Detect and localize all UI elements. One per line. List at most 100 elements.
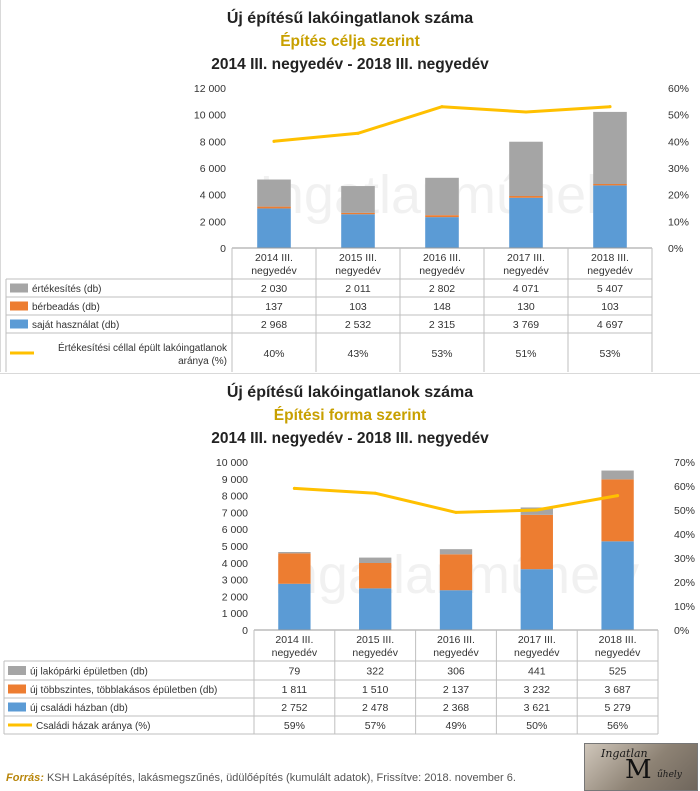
legend-label: értékesítés (db): [32, 284, 101, 295]
y2-tick-label: 50%: [674, 505, 695, 517]
y2-tick-label: 50%: [668, 110, 689, 122]
bar-segment-2: [341, 186, 375, 213]
y-tick-label: 8 000: [222, 491, 248, 503]
category-label: negyedév: [587, 265, 633, 277]
y2-tick-label: 70%: [674, 457, 695, 469]
y2-tick-label: 10%: [674, 601, 695, 613]
ratio-point: [608, 105, 612, 109]
category-label: 2018 III.: [591, 252, 629, 264]
y-tick-label: 10 000: [216, 457, 248, 469]
y2-tick-label: 40%: [668, 136, 689, 148]
chart-period: 2014 III. negyedév - 2018 III. negyedév: [211, 56, 489, 73]
legend-label: saját használat (db): [32, 320, 119, 331]
category-label: negyedév: [272, 647, 318, 659]
legend-label: új többszintes, többlakásos épületben (d…: [30, 685, 217, 696]
y2-tick-label: 60%: [668, 83, 689, 95]
category-label: negyedév: [514, 647, 560, 659]
category-label: negyedév: [595, 647, 641, 659]
data-value: 3 769: [513, 319, 539, 331]
y-tick-label: 0: [242, 625, 248, 637]
y2-tick-label: 40%: [674, 529, 695, 541]
data-value: 57%: [365, 720, 386, 732]
chart-period: 2014 III. negyedév - 2018 III. negyedév: [211, 430, 489, 447]
ratio-point: [373, 491, 377, 495]
data-value: 441: [528, 665, 546, 677]
bar-segment-0: [439, 590, 473, 630]
y-tick-label: 4 000: [200, 190, 226, 202]
y-tick-label: 8 000: [200, 136, 226, 148]
data-value: 2 478: [362, 702, 388, 714]
y-tick-label: 10 000: [194, 110, 226, 122]
bar-segment-2: [257, 179, 291, 207]
data-value: 43%: [347, 348, 368, 360]
y-tick-label: 5 000: [222, 541, 248, 553]
ratio-point: [535, 508, 539, 512]
data-value: 5 279: [604, 702, 630, 714]
legend-key: [10, 283, 28, 293]
category-label: 2016 III.: [423, 252, 461, 264]
bar-segment-1: [278, 553, 311, 584]
bar-segment-1: [359, 563, 392, 589]
data-value: 2 368: [443, 702, 469, 714]
data-value: 2 752: [281, 702, 307, 714]
bar-segment-1: [601, 479, 634, 542]
bar-segment-1: [341, 212, 375, 215]
legend-key: [8, 702, 26, 712]
bar-segment-2: [439, 549, 473, 555]
data-value: 50%: [526, 720, 547, 732]
category-label: 2015 III.: [356, 634, 394, 646]
data-value: 2 011: [345, 283, 371, 295]
bar-segment-0: [257, 208, 291, 248]
chart-title: Új építésű lakóingatlanok száma: [226, 384, 474, 401]
legend-label: bérbeadás (db): [32, 302, 100, 313]
y2-tick-label: 30%: [668, 163, 689, 175]
data-value: 2 968: [261, 319, 287, 331]
data-value: 3 232: [524, 684, 550, 696]
data-value: 3 621: [524, 702, 550, 714]
bar-segment-0: [425, 217, 459, 248]
ratio-point: [616, 494, 620, 498]
source-label: Forrás:: [6, 772, 44, 784]
data-value: 4 071: [513, 283, 539, 295]
logo-text-bottom: űhely: [657, 770, 682, 780]
bar-segment-2: [509, 141, 543, 197]
y2-tick-label: 20%: [668, 190, 689, 202]
legend-label: aránya (%): [178, 356, 227, 367]
bar-segment-2: [593, 111, 627, 184]
data-value: 51%: [515, 348, 536, 360]
bar-segment-2: [425, 177, 459, 216]
category-label: 2015 III.: [339, 252, 377, 264]
category-label: negyedév: [419, 265, 465, 277]
logo-text-top: Ingatlan: [601, 747, 648, 760]
chart-divider: [0, 373, 700, 374]
y2-tick-label: 10%: [668, 216, 689, 228]
y-tick-label: 1 000: [222, 608, 248, 620]
category-label: negyedév: [352, 647, 398, 659]
bar-segment-0: [601, 541, 634, 630]
left-border: [0, 0, 1, 372]
source-text: KSH Lakásépítés, lakásmegszűnés, üdülőép…: [43, 772, 516, 784]
data-value: 525: [609, 665, 627, 677]
y2-tick-label: 0%: [674, 625, 689, 637]
legend-label: új lakópárki épületben (db): [30, 666, 148, 677]
category-label: negyedév: [335, 265, 381, 277]
y-tick-label: 6 000: [200, 163, 226, 175]
category-label: 2016 III.: [437, 634, 475, 646]
y-tick-label: 0: [220, 243, 226, 255]
data-value: 4 697: [597, 319, 623, 331]
data-value: 103: [601, 301, 619, 313]
bar-segment-0: [520, 569, 553, 630]
category-label: negyedév: [433, 647, 479, 659]
bar-segment-1: [520, 514, 553, 570]
y-tick-label: 12 000: [194, 83, 226, 95]
bar-segment-0: [341, 214, 375, 248]
data-value: 59%: [284, 720, 305, 732]
category-label: 2017 III.: [507, 252, 545, 264]
y2-tick-label: 60%: [674, 481, 695, 493]
data-value: 49%: [445, 720, 466, 732]
data-value: 2 137: [443, 684, 469, 696]
chart-building-purpose: Új építésű lakóingatlanok száma Építés c…: [0, 0, 700, 372]
y-tick-label: 7 000: [222, 507, 248, 519]
legend-label: új családi házban (db): [30, 703, 128, 714]
bar-segment-2: [359, 557, 392, 564]
